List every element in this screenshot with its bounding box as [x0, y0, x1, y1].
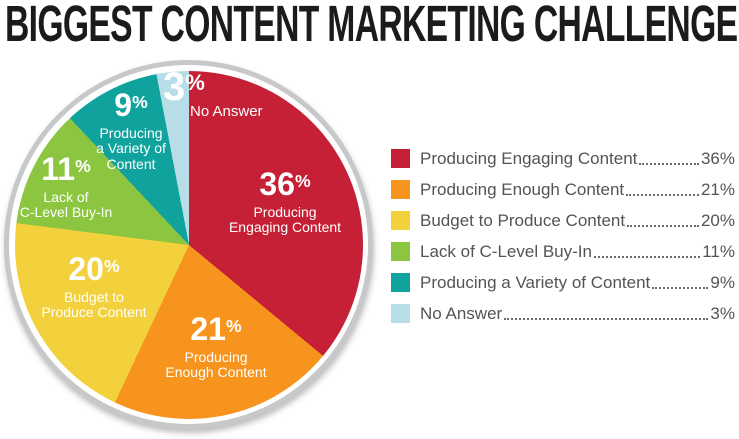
legend-item: Producing a Variety of Content 9% [391, 273, 735, 292]
slice-caption: Lack of C-Level Buy-In [19, 188, 113, 221]
slice-percent: 20% [68, 251, 120, 287]
legend-label: Producing Engaging Content [420, 148, 638, 168]
legend-label: Budget to Produce Content [420, 210, 626, 230]
legend-item: Budget to Produce Content 20% [391, 211, 735, 230]
slice-label-producing-enough-content: 21% Producing Enough Content [165, 311, 267, 381]
legend-value: 20% [700, 210, 735, 230]
legend-value: 21% [700, 179, 735, 199]
slice-label-lack-of-c-level-buy-in: 11% Lack of C-Level Buy-In [19, 151, 113, 221]
slice-label-producing-engaging-content: 36% Producing Engaging Content [228, 166, 342, 236]
slice-caption: Producing a Variety of Content [96, 124, 166, 172]
legend-label: Lack of C-Level Buy-In [420, 241, 592, 261]
dot-leader [639, 163, 699, 165]
legend-value: 36% [700, 148, 735, 168]
legend-item: No Answer 3% [391, 304, 735, 323]
dot-leader [593, 256, 701, 258]
dot-leader [504, 318, 709, 320]
pie-slices [15, 71, 363, 419]
dot-leader [652, 287, 709, 289]
legend-value: 11% [702, 241, 735, 261]
legend-label: No Answer [420, 303, 503, 323]
slice-percent: 3% [163, 65, 205, 109]
slice-label-producing-a-variety-of-content: 9% Producing a Variety of Content [96, 87, 166, 172]
slice-caption: No Answer [190, 103, 263, 120]
legend-swatch [391, 149, 410, 168]
legend-swatch [391, 304, 410, 323]
legend-value: 9% [710, 272, 735, 292]
page-title: BIGGEST CONTENT MARKETING CHALLENGE [5, 0, 738, 52]
legend-swatch [391, 273, 410, 292]
dot-leader [627, 225, 699, 227]
dot-leader [626, 194, 699, 196]
slice-label-no-answer: 3% No Answer [163, 66, 263, 120]
legend: Producing Engaging Content 36% Producing… [391, 149, 735, 323]
legend-swatch [391, 242, 410, 261]
legend-value: 3% [710, 303, 735, 323]
slice-label-budget-to-produce-content: 20% Budget to Produce Content [41, 251, 147, 321]
slice-percent: 36% [259, 166, 311, 202]
slice-percent: 11% [41, 151, 91, 187]
legend-item: Producing Engaging Content 36% [391, 149, 735, 168]
legend-swatch [391, 180, 410, 199]
slice-caption: Producing Engaging Content [228, 203, 342, 236]
legend-label: Producing a Variety of Content [420, 272, 651, 292]
slice-caption: Budget to Produce Content [41, 288, 147, 321]
legend-item: Producing Enough Content 21% [391, 180, 735, 199]
slice-caption: Producing Enough Content [165, 348, 267, 381]
legend-label: Producing Enough Content [420, 179, 625, 199]
legend-item: Lack of C-Level Buy-In 11% [391, 242, 735, 261]
slice-percent: 21% [190, 311, 242, 347]
slice-percent: 9% [114, 87, 148, 123]
legend-swatch [391, 211, 410, 230]
